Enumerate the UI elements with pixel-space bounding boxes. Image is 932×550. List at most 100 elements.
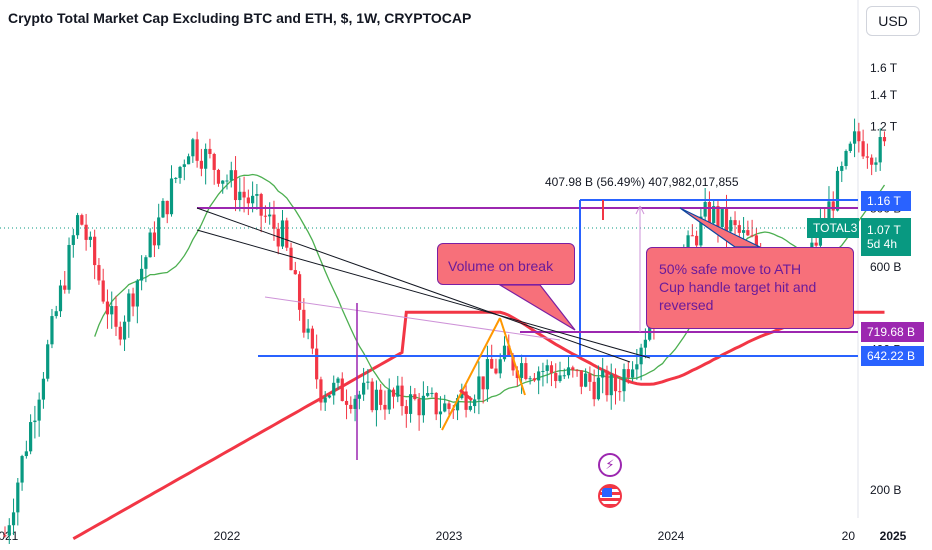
y-tick-label: 1.2 T bbox=[870, 119, 898, 133]
candle-body bbox=[54, 311, 58, 317]
candle-body bbox=[20, 456, 24, 483]
candle-body bbox=[101, 280, 105, 302]
candle-body bbox=[554, 372, 558, 382]
candle-body bbox=[699, 216, 703, 246]
candle-body bbox=[844, 150, 848, 167]
candle-body bbox=[724, 207, 729, 232]
us-flag-icon[interactable] bbox=[598, 484, 622, 508]
candle-body bbox=[37, 399, 41, 421]
candle-body bbox=[417, 399, 421, 416]
candle-body bbox=[93, 236, 97, 266]
price-label-719b: 719.68 B bbox=[861, 322, 924, 342]
candle-body bbox=[362, 382, 366, 395]
candle-body bbox=[609, 374, 613, 396]
trendline-purple[interactable] bbox=[264, 296, 561, 341]
candle-body bbox=[221, 180, 225, 184]
candle-body bbox=[293, 270, 297, 275]
candle-body bbox=[7, 525, 11, 536]
candle-body bbox=[549, 365, 554, 373]
candle-body bbox=[511, 355, 515, 371]
candle-body bbox=[276, 228, 280, 247]
candle-body bbox=[707, 202, 712, 224]
candle-body bbox=[148, 232, 152, 258]
candle-body bbox=[191, 139, 195, 157]
candle-body bbox=[464, 391, 468, 410]
candle-body bbox=[174, 177, 178, 179]
candle-body bbox=[750, 235, 754, 237]
candle-body bbox=[63, 285, 67, 290]
candle-body bbox=[306, 328, 310, 333]
candle-body bbox=[336, 378, 340, 383]
target-arrow-left[interactable] bbox=[635, 205, 641, 215]
candle-body bbox=[601, 370, 605, 378]
orange-up-line[interactable] bbox=[441, 317, 501, 431]
candle-body bbox=[379, 389, 383, 405]
candle-body bbox=[861, 141, 865, 157]
candle-body bbox=[71, 235, 75, 245]
candle-body bbox=[157, 217, 161, 246]
candle-body bbox=[460, 391, 464, 399]
candle-body bbox=[161, 200, 165, 218]
annotation-volume-on-break[interactable]: Volume on break bbox=[437, 243, 575, 285]
target-arrow-right[interactable] bbox=[639, 205, 645, 215]
candle-body bbox=[408, 394, 413, 414]
candle-body bbox=[302, 309, 306, 333]
trendline-2[interactable] bbox=[196, 229, 651, 359]
price-label-1-16t: 1.16 T bbox=[861, 191, 911, 211]
candle-body bbox=[481, 376, 485, 390]
candle-body bbox=[605, 370, 609, 396]
candle-body bbox=[251, 195, 255, 204]
candle-body bbox=[848, 143, 852, 151]
candle-body bbox=[686, 235, 690, 256]
candle-body bbox=[404, 406, 408, 414]
orange-down-line[interactable] bbox=[499, 317, 526, 396]
candle-body bbox=[357, 394, 361, 399]
candle-body bbox=[374, 389, 379, 411]
candle-body bbox=[635, 364, 639, 370]
candle-body bbox=[703, 202, 707, 217]
lightning-icon[interactable]: ⚡︎ bbox=[598, 453, 622, 477]
candle-body bbox=[255, 194, 259, 196]
candle-body bbox=[204, 148, 208, 169]
candle-body bbox=[729, 220, 733, 232]
price-label-countdown: 5d 4h bbox=[867, 237, 898, 251]
trendline-1[interactable] bbox=[196, 207, 631, 363]
red-arrow[interactable] bbox=[459, 388, 473, 402]
candle-body bbox=[366, 381, 370, 383]
candle-body bbox=[186, 156, 191, 165]
candle-body bbox=[835, 170, 840, 211]
candle-body bbox=[626, 369, 630, 378]
candle-body bbox=[3, 535, 7, 537]
candle-body bbox=[814, 242, 818, 246]
candle-body bbox=[741, 230, 746, 233]
candle-body bbox=[473, 399, 477, 407]
candle-body bbox=[165, 200, 169, 215]
candle-body bbox=[268, 214, 272, 217]
candle-body bbox=[648, 326, 652, 340]
currency-button[interactable]: USD bbox=[866, 6, 920, 36]
candle-body bbox=[272, 214, 276, 229]
candle-body bbox=[332, 382, 336, 396]
candle-body bbox=[870, 157, 874, 165]
candle-body bbox=[344, 400, 349, 405]
candle-body bbox=[50, 316, 54, 345]
candle-body bbox=[558, 375, 562, 382]
candle-body bbox=[421, 395, 425, 416]
candle-body bbox=[831, 201, 835, 211]
candle-body bbox=[238, 191, 242, 201]
candle-body bbox=[455, 398, 460, 411]
y-tick-label: 200 B bbox=[870, 483, 901, 497]
chart-title: Crypto Total Market Cap Excluding BTC an… bbox=[8, 10, 472, 26]
candle-body bbox=[33, 420, 37, 423]
candle-body bbox=[340, 378, 344, 401]
candle-body bbox=[169, 178, 174, 215]
candle-body bbox=[131, 293, 135, 307]
candle-body bbox=[289, 247, 293, 271]
annotation-safe-move[interactable]: 50% safe move to ATH Cup handle target h… bbox=[646, 247, 854, 329]
candle-body bbox=[285, 220, 289, 248]
callout-pointer-volume bbox=[497, 284, 576, 331]
candle-body bbox=[319, 379, 323, 403]
candle-body bbox=[443, 403, 447, 412]
candle-body bbox=[152, 232, 157, 246]
candle-body bbox=[882, 137, 887, 142]
